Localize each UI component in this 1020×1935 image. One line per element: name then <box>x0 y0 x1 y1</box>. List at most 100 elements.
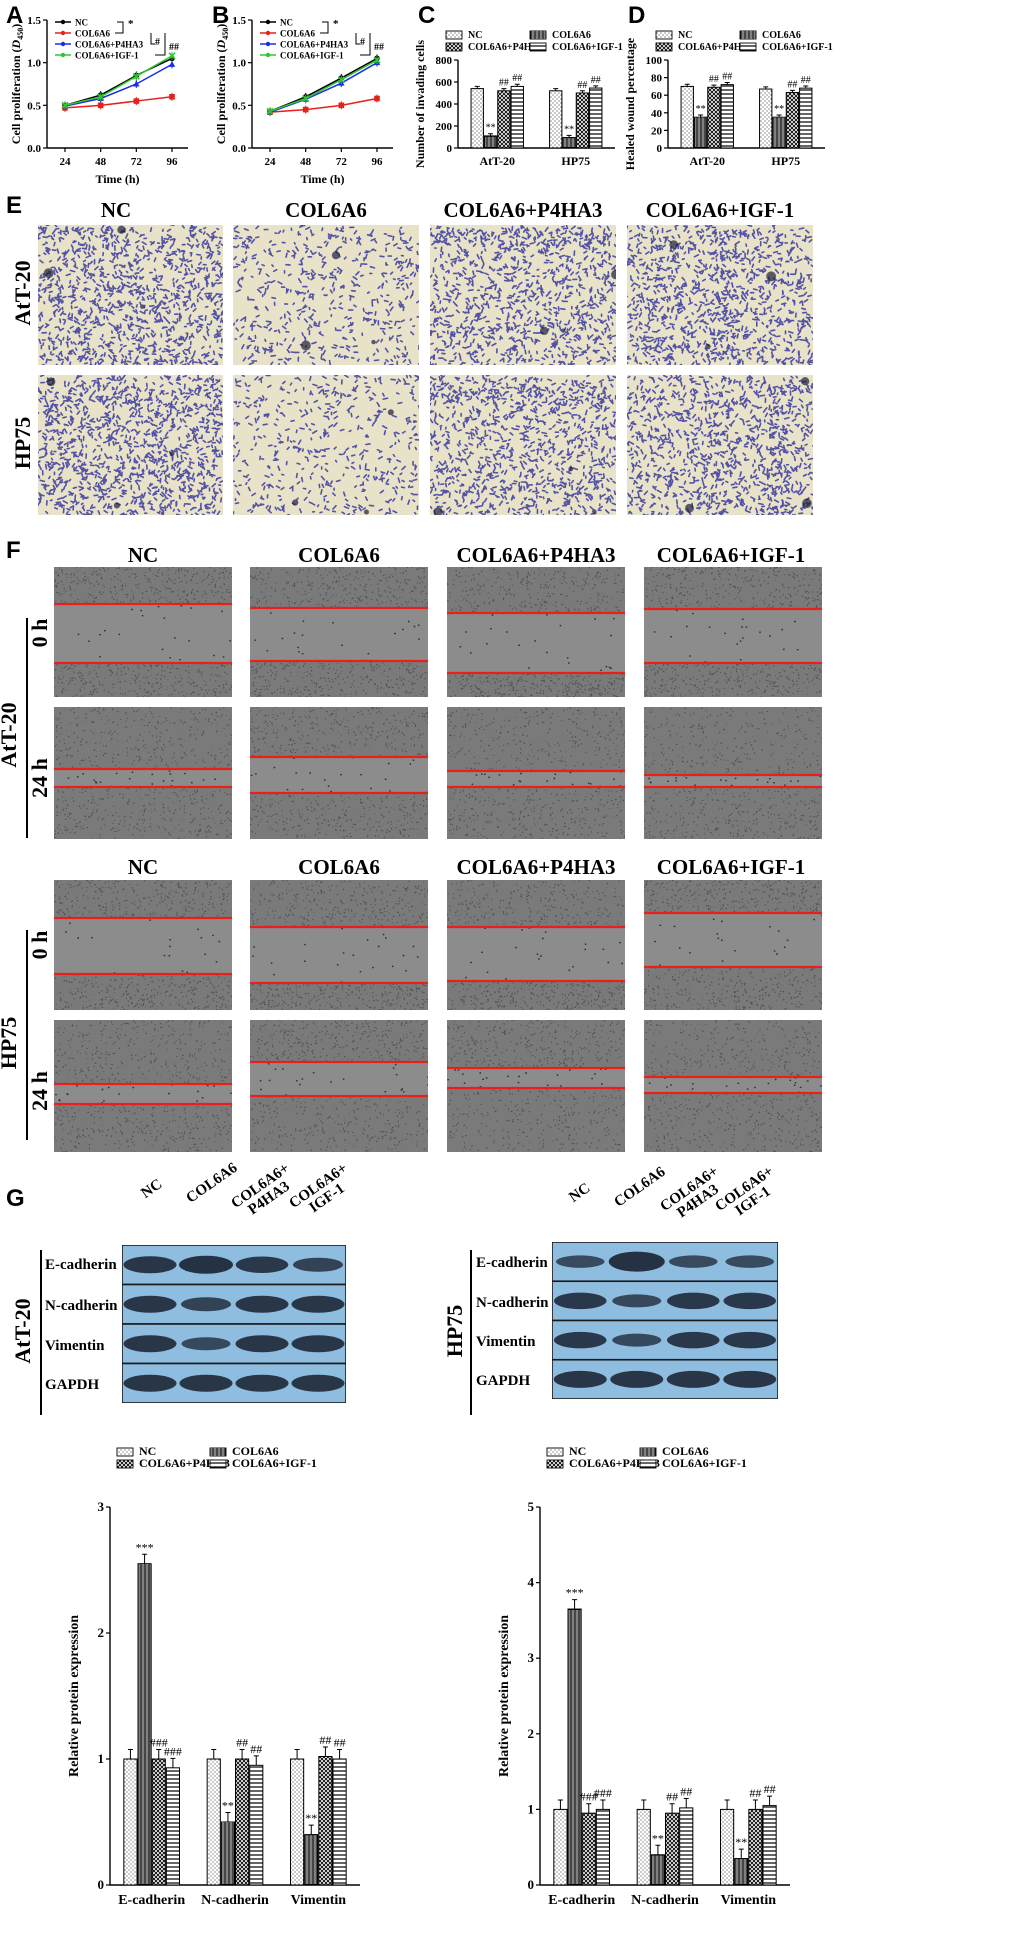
chart-g1-legend-label: COL6A6 <box>232 1444 279 1458</box>
chart-g2-bar <box>553 1808 568 1886</box>
f-att20-bracket <box>26 618 28 838</box>
g-hp75-label-ncad: N-cadherin <box>476 1295 549 1311</box>
chart-c-significance-mark: ** <box>564 124 574 135</box>
blot-hp75-band <box>554 1292 607 1310</box>
western-blot-hp75 <box>552 1242 778 1399</box>
chart-g2-legend-label: COL6A6 <box>662 1444 709 1458</box>
chart-b-ytick-label: 1.0 <box>232 58 246 70</box>
blot-att20-band <box>123 1295 177 1313</box>
pore-dot <box>611 269 616 280</box>
chart-g2-errorbar <box>767 1795 773 1806</box>
chart-b-point <box>302 106 309 113</box>
chart-g1-bar <box>235 1758 250 1886</box>
chart-g2-ytick-label: 0 <box>528 1877 535 1892</box>
chart-g2-ytick-label: 4 <box>528 1575 535 1590</box>
chart-b-point <box>302 94 310 103</box>
chart-d-ytick-label: 80 <box>651 73 663 85</box>
chart-c-ytick-label: 400 <box>436 99 453 111</box>
stain-background <box>38 225 223 365</box>
e-row-label-att20: AtT-20 <box>10 260 35 326</box>
g-att20-bracket <box>40 1250 42 1415</box>
chart-c-legend-label: NC <box>468 30 482 41</box>
chart-g1-significance-mark: ### <box>164 1744 182 1758</box>
chart-g1-errorbar <box>156 1749 162 1759</box>
chart-c-bar <box>470 88 484 149</box>
panel-letter-a: A <box>6 2 24 29</box>
wound-image-hp75-nc-0h <box>54 880 232 1010</box>
pore-dot <box>669 240 679 249</box>
blot-hp75-band <box>612 1333 662 1347</box>
chart-g2-significance-mark: *** <box>566 1586 584 1600</box>
chart-c-legend-label: COL6A6+IGF-1 <box>552 42 623 53</box>
western-blot-att20 <box>122 1245 346 1403</box>
chart-c-errorbar <box>593 85 599 89</box>
chart-d-legend-swatch <box>739 42 757 52</box>
chart-g1-legend-swatch <box>209 1459 227 1469</box>
chart-g1-errorbar <box>170 1757 176 1768</box>
wound-image-hp75-igf1-0h <box>644 880 822 1010</box>
chart-d-significance-mark: ** <box>696 104 706 115</box>
chart-g2-errorbar <box>586 1803 592 1814</box>
chart-g2-errorbar <box>669 1803 675 1814</box>
chart-b-ytick-label: 1.5 <box>232 15 246 27</box>
pore-dot <box>560 328 566 333</box>
chart-g1-legend-label: NC <box>139 1444 156 1458</box>
blot-att20-lane-nc: NC <box>138 1176 166 1202</box>
chart-g2-legend-swatch <box>546 1459 564 1469</box>
chart-g2-category-label: N-cadherin <box>631 1893 699 1908</box>
stained-cells <box>627 225 813 365</box>
chart-a-point <box>169 94 175 100</box>
chart-g1-errorbar <box>239 1749 245 1759</box>
chart-c-errorbar <box>553 88 559 91</box>
pore-dot <box>113 502 120 509</box>
chart-g2-ytick-label: 3 <box>528 1650 535 1665</box>
chart-g2-ylabel: Relative protein expression <box>497 1615 512 1777</box>
chart-d-bar <box>707 86 721 149</box>
chart-g1-legend-swatch <box>116 1459 134 1469</box>
transwell-image-hp75-p4ha3 <box>430 375 616 515</box>
chart-g1-legend-swatch <box>209 1447 227 1457</box>
blot-att20-band <box>291 1335 345 1353</box>
wound-gap <box>54 918 232 974</box>
stained-cells <box>627 375 813 515</box>
chart-d-ytick-label: 100 <box>646 55 663 67</box>
chart-g2-legend-label: COL6A6+IGF-1 <box>662 1456 747 1470</box>
chart-b-legend-marker <box>265 30 271 36</box>
blot-att20-band <box>179 1374 233 1392</box>
chart-b-ytick-label: 0.5 <box>232 100 246 112</box>
wound-image-att20-igf1-24h <box>644 707 822 839</box>
blot-att20-band <box>235 1256 289 1273</box>
transwell-image-att20-p4ha3 <box>430 225 616 365</box>
blot-att20-band <box>123 1256 177 1274</box>
chart-g1-ylabel: Relative protein expression <box>67 1615 82 1777</box>
chart-g1-bar <box>249 1764 264 1886</box>
chart-g1-bar <box>137 1563 152 1886</box>
chart-g-hp75-protein-expression: 0 1 2 3 4 5 Relative protein expression E-cadhe… <box>497 1444 790 1908</box>
cell-texture <box>250 880 428 1010</box>
chart-d-errorbar <box>803 85 809 89</box>
chart-d-errorbar <box>763 86 769 90</box>
chart-d-ytick-label: 20 <box>651 125 663 137</box>
chart-g2-legend-swatch <box>546 1447 564 1457</box>
wound-image-att20-col6a6-0h <box>250 567 428 697</box>
g-hp75-label-vim: Vimentin <box>476 1334 536 1350</box>
chart-g1-ytick-label: 2 <box>98 1625 105 1640</box>
chart-g1-errorbar <box>294 1749 300 1759</box>
panel-letter-g: G <box>6 1185 25 1212</box>
chart-c-legend-swatch <box>445 42 463 52</box>
chart-g2-significance-mark: ** <box>652 1831 664 1845</box>
chart-c-bar <box>549 90 563 149</box>
panel-letter-b: B <box>212 2 230 29</box>
chart-b-point <box>373 56 381 64</box>
chart-g1-significance-mark: ## <box>250 1742 262 1756</box>
wound-gap <box>250 1062 428 1096</box>
chart-g2-ytick-label: 5 <box>528 1499 535 1514</box>
g-hp75-label-ecad: E-cadherin <box>476 1255 548 1271</box>
wound-gap <box>644 1077 822 1093</box>
chart-g2-errorbar <box>738 1848 744 1859</box>
blot-hp75-band <box>608 1251 665 1272</box>
chart-g2-category-label: E-cadherin <box>548 1893 615 1908</box>
chart-b-bracket <box>320 21 329 34</box>
chart-c-bar <box>562 137 576 149</box>
transwell-image-att20-col6a6 <box>233 225 419 365</box>
